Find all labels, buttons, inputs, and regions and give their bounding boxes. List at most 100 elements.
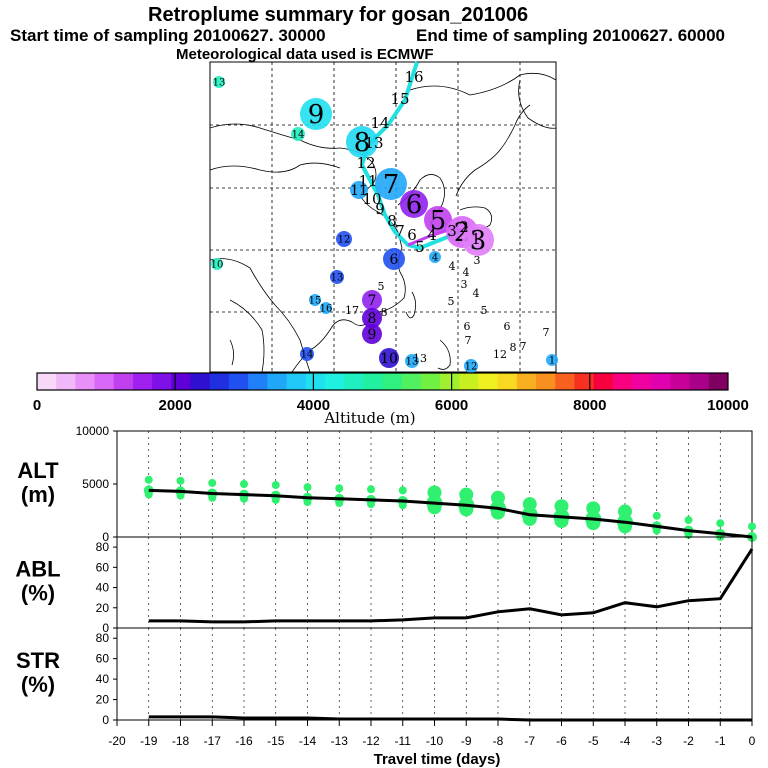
trajectory-label: 2	[459, 218, 469, 236]
x-tick-label: -13	[331, 734, 349, 748]
colorbar-cell	[440, 373, 460, 390]
x-tick-label: -5	[588, 734, 599, 748]
y-tick-label: 0	[102, 530, 109, 544]
met-data-note: Meteorological data used is ECMWF	[176, 46, 434, 63]
x-tick-label: -9	[461, 734, 472, 748]
x-tick-label: -12	[362, 734, 380, 748]
x-tick-label: -11	[395, 734, 412, 748]
y-tick-label: 40	[96, 672, 110, 686]
alt-scatter-point	[367, 485, 375, 494]
y-tick-label: 0	[102, 713, 109, 727]
colorbar-tick-label: 8000	[573, 397, 606, 414]
panels: 0500010000ALT(m)020406080ABL(%)020406080…	[15, 424, 757, 768]
small-map-label: 4	[449, 260, 456, 273]
plume-bubble	[424, 206, 452, 234]
series-line-alt	[148, 488, 753, 539]
x-tick-label: -16	[235, 734, 253, 748]
trajectory-label: 1	[471, 230, 481, 248]
x-tick-label: -6	[556, 734, 567, 748]
small-map-label: 6	[504, 320, 511, 333]
colorbar-cell	[670, 373, 691, 390]
plume-bubble	[309, 294, 321, 306]
colorbar-cell	[286, 373, 307, 390]
colorbar-cell	[171, 373, 192, 390]
bubble-label: 14	[301, 350, 314, 361]
colorbar-cell	[651, 373, 671, 390]
small-map-label: 8	[510, 341, 517, 354]
colorbar-cell	[689, 373, 710, 390]
plume-bubble	[383, 248, 405, 270]
colorbar-cell	[382, 373, 403, 390]
panel-unit-label: (%)	[21, 581, 55, 606]
coastlines	[209, 72, 557, 373]
panel-unit-label: (m)	[21, 482, 55, 507]
colorbar-tick-label: 0	[33, 397, 41, 414]
plume-bubble	[362, 308, 382, 328]
colorbar-cell	[190, 373, 211, 390]
y-tick-label: 60	[96, 560, 110, 574]
plume-bubble	[291, 127, 305, 141]
x-tick-label: 0	[749, 734, 756, 748]
colorbar-cell	[305, 373, 326, 390]
colorbar-cell	[344, 373, 364, 390]
trajectory-label: 16	[404, 68, 423, 86]
end-time: End time of sampling 20100627. 60000	[416, 26, 725, 45]
colorbar: 0 2000 4000 6000 8000 10000 Altitude (m)	[33, 372, 749, 427]
alt-scatter-point	[618, 504, 632, 519]
alt-scatter-point	[586, 501, 601, 516]
bubble-label: 3	[470, 226, 487, 256]
alt-scatter-point	[459, 487, 474, 502]
plume-bubble	[362, 290, 382, 310]
colorbar-tick-label: 2000	[159, 397, 192, 414]
plume-bubble	[336, 231, 352, 247]
plume-bubble	[400, 190, 428, 218]
alt-scatter-point	[491, 490, 505, 505]
x-tick-label: -10	[426, 734, 444, 748]
x-tick-label: -14	[299, 734, 317, 748]
y-tick-label: 80	[96, 540, 110, 554]
colorbar-cell	[536, 373, 556, 390]
plume-bubble	[346, 126, 378, 158]
colorbar-cell	[516, 373, 537, 390]
x-tick-label: -15	[267, 734, 285, 748]
x-tick-label: -3	[651, 734, 662, 748]
small-map-label: 5	[481, 304, 488, 317]
colorbar-cell	[132, 373, 153, 390]
bubble-label: 12	[465, 362, 478, 373]
plume-bubble	[375, 168, 407, 200]
colorbar-cell	[593, 373, 614, 390]
y-tick-label: 20	[96, 601, 110, 615]
plume-bubble	[464, 359, 478, 373]
small-map-label: 8	[381, 306, 388, 319]
small-map-label: 3	[474, 254, 481, 267]
bubble-label: 14	[292, 130, 305, 141]
alt-scatter-point	[143, 485, 154, 496]
colorbar-cell	[37, 373, 57, 390]
x-tick-label: -8	[493, 734, 504, 748]
alt-scatter-point	[240, 480, 248, 488]
colorbar-cell	[113, 373, 134, 390]
bubble-label: 4	[432, 253, 438, 264]
colorbar-tick-label: 4000	[297, 397, 330, 414]
page-title: Retroplume summary for gosan_201006	[148, 4, 529, 26]
bubble-label: 11	[350, 183, 368, 199]
bubble-label: 12	[338, 235, 351, 246]
alt-scatter-point	[176, 476, 185, 485]
colorbar-cell	[574, 373, 595, 390]
panel-unit-label: (%)	[21, 672, 55, 697]
bubble-label: 13	[406, 357, 419, 368]
x-tick-label: -2	[683, 734, 694, 748]
plume-bubble	[211, 258, 223, 270]
trajectory-label: 3	[447, 222, 457, 240]
trajectory-label: 14	[370, 114, 389, 132]
y-tick-label: 60	[96, 652, 110, 666]
small-map-label: 17	[345, 304, 359, 317]
trajectory-label: 12	[356, 154, 375, 172]
panel-label: ABL	[15, 557, 60, 582]
alt-scatter-point	[144, 475, 153, 484]
x-tick-label: -19	[140, 734, 158, 748]
bubble-label: 9	[308, 100, 325, 130]
